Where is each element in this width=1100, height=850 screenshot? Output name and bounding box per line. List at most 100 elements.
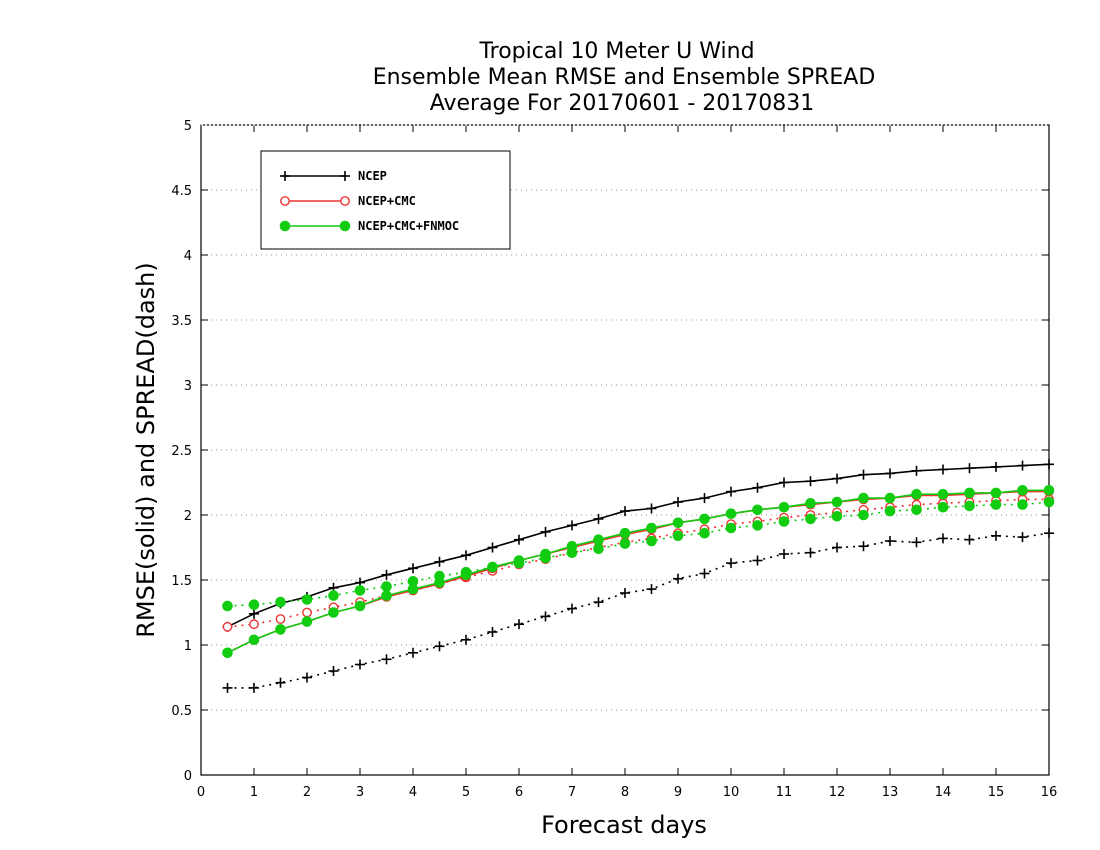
series-ncep-cmc-fnmoc-spread-point [248,599,260,611]
series-ncep-spread-point [699,568,710,579]
series-ncep-cmc-fnmoc-spread-point [990,499,1002,510]
series-ncep-cmc-fnmoc-rmse-point [805,498,816,509]
series-ncep-cmc-fnmoc-spread-point [884,505,896,517]
x-tick-label: 0 [197,785,205,800]
series-ncep-cmc-fnmoc-rmse-point [831,496,843,508]
series-ncep-cmc-fnmoc-rmse-point [672,517,684,529]
series-ncep-cmc-fnmoc-rmse-point [858,492,869,504]
series-ncep-spread-point [726,558,736,569]
series-ncep-cmc-fnmoc-rmse-point [222,647,233,659]
series-ncep-cmc-fnmoc-rmse-point [513,555,525,566]
series-ncep-cmc-fnmoc-spread-point [381,581,392,592]
chart-title-line-3: Average For 20170601 - 20170831 [430,91,815,116]
series-ncep-spread-point [328,666,339,676]
series-ncep-cmc-fnmoc-rmse-point [778,501,790,513]
series-ncep-spread-point [567,603,577,614]
y-tick-label: 3 [184,379,192,394]
series-ncep-rmse-point [779,477,789,488]
series-ncep-spread-line [227,532,1050,689]
series-ncep-cmc [222,486,1054,658]
axes: 00.511.522.533.544.550 1 2 3 4 5 6 7 8 9 10 11 12 13 1… [171,119,1057,800]
series-ncep-cmc-spread-point [275,614,286,624]
y-tick-label: 4 [184,249,192,264]
x-tick-label: 15 [988,785,1005,800]
series-ncep-cmc-fnmoc-spread-point [1043,496,1055,508]
series-ncep-cmc-fnmoc-spread-line [227,501,1050,607]
series-ncep-cmc-fnmoc-rmse-point [619,527,631,539]
x-tick-label: 9 [674,785,682,800]
series-ncep-spread-point [222,682,233,693]
series-ncep-rmse-point [699,493,710,504]
x-tick-label: 11 [776,785,793,800]
legend-item-ncep-cmc-fnmoc: NCEP+CMC+FNMOC [279,219,459,233]
series-ncep-spread-point [275,677,286,688]
series-ncep-cmc-rmse-line [227,490,1049,654]
legend-marker-end-ncep-cmc [340,196,350,206]
series-ncep-spread-point [487,627,498,637]
series-ncep-rmse-point [832,473,842,484]
legend-item-ncep: NCEP [280,169,387,183]
legend-box [260,150,511,250]
x-tick-label: 16 [1041,785,1058,800]
series-ncep-rmse-point [567,520,577,531]
x-tick-label: 6 [515,785,523,800]
series-ncep-spread-point [832,542,842,553]
series-ncep-cmc-spread-point [302,607,312,618]
y-tick-label: 4.5 [171,184,192,199]
series-ncep-cmc-spread-point [249,619,259,630]
x-tick-label: 12 [829,785,846,800]
legend-marker-start-ncep-cmc [280,196,290,206]
x-tick-label: 10 [723,785,740,800]
series-ncep-cmc-fnmoc-rmse-point [354,600,366,612]
x-tick-label: 8 [621,785,629,800]
series-ncep-rmse-point [381,569,392,580]
series-ncep-cmc-fnmoc-spread-point [354,585,366,596]
series-ncep-spread-point [355,659,365,670]
series-ncep-spread-point [964,534,975,545]
series-ncep-cmc-fnmoc-rmse-point [911,488,922,500]
legend-items: NCEP NCEP+CMC NCEP+CMC+FNMOC [279,169,459,233]
legend-label-ncep: NCEP [358,169,387,183]
series-ncep-cmc-fnmoc-spread-point [672,530,684,542]
series-ncep-cmc-fnmoc-spread-point [778,516,790,527]
series-ncep-cmc-fnmoc-rmse-point [407,583,419,595]
series-ncep-cmc-fnmoc-rmse-point [752,504,763,516]
series-ncep-spread-point [620,588,630,598]
x-tick-label: 3 [356,785,364,800]
series-ncep-rmse-point [593,513,604,524]
series-ncep-rmse-point [964,463,975,474]
series-ncep-cmc-fnmoc-spread-point [1017,499,1028,510]
x-tick-label: 1 [250,785,258,800]
y-tick-label: 2.5 [171,444,192,459]
chart-title-line-2: Ensemble Mean RMSE and Ensemble SPREAD [373,65,876,90]
x-axis-label: Forecast days [541,811,707,839]
series-ncep-cmc-fnmoc-rmse-point [566,540,578,552]
legend-marker-start-ncep-cmc-fnmoc [279,220,291,232]
series-ncep-cmc-fnmoc-rmse-point [1017,485,1028,496]
y-tick-label: 2 [184,509,192,524]
series-ncep-rmse-point [434,556,445,567]
series-ncep-cmc-spread-point [222,621,233,632]
series-ncep-cmc-fnmoc-spread-point [752,520,763,531]
series-ncep-rmse-point [858,469,869,480]
series-ncep-cmc-fnmoc-rmse-point [1043,485,1055,496]
series-ncep-rmse-point [673,497,683,507]
series-ncep-cmc-fnmoc-spread-point [646,535,657,547]
series-ncep-cmc-fnmoc-rmse-point [646,522,657,534]
series-ncep-spread-point [938,533,948,544]
series-ncep-rmse-point [249,608,259,619]
series-ncep-cmc-fnmoc-rmse-point [725,508,737,520]
series-ncep-spread-point [779,549,789,559]
y-tick-label: 3.5 [171,314,192,329]
legend-label-ncep-cmc: NCEP+CMC [358,194,416,208]
series-ncep-cmc-fnmoc-spread-point [937,501,949,513]
series-ncep-spread-point [646,584,657,595]
series-ncep-spread-point [381,654,392,665]
legend-item-ncep-cmc: NCEP+CMC [280,194,416,208]
series-ncep-rmse-point [1017,460,1028,471]
series-ncep-cmc-fnmoc-rmse-point [990,487,1002,499]
series-ncep-cmc-fnmoc-rmse-point [328,607,339,618]
series-ncep-spread-point [461,634,471,645]
x-tick-label: 13 [882,785,899,800]
